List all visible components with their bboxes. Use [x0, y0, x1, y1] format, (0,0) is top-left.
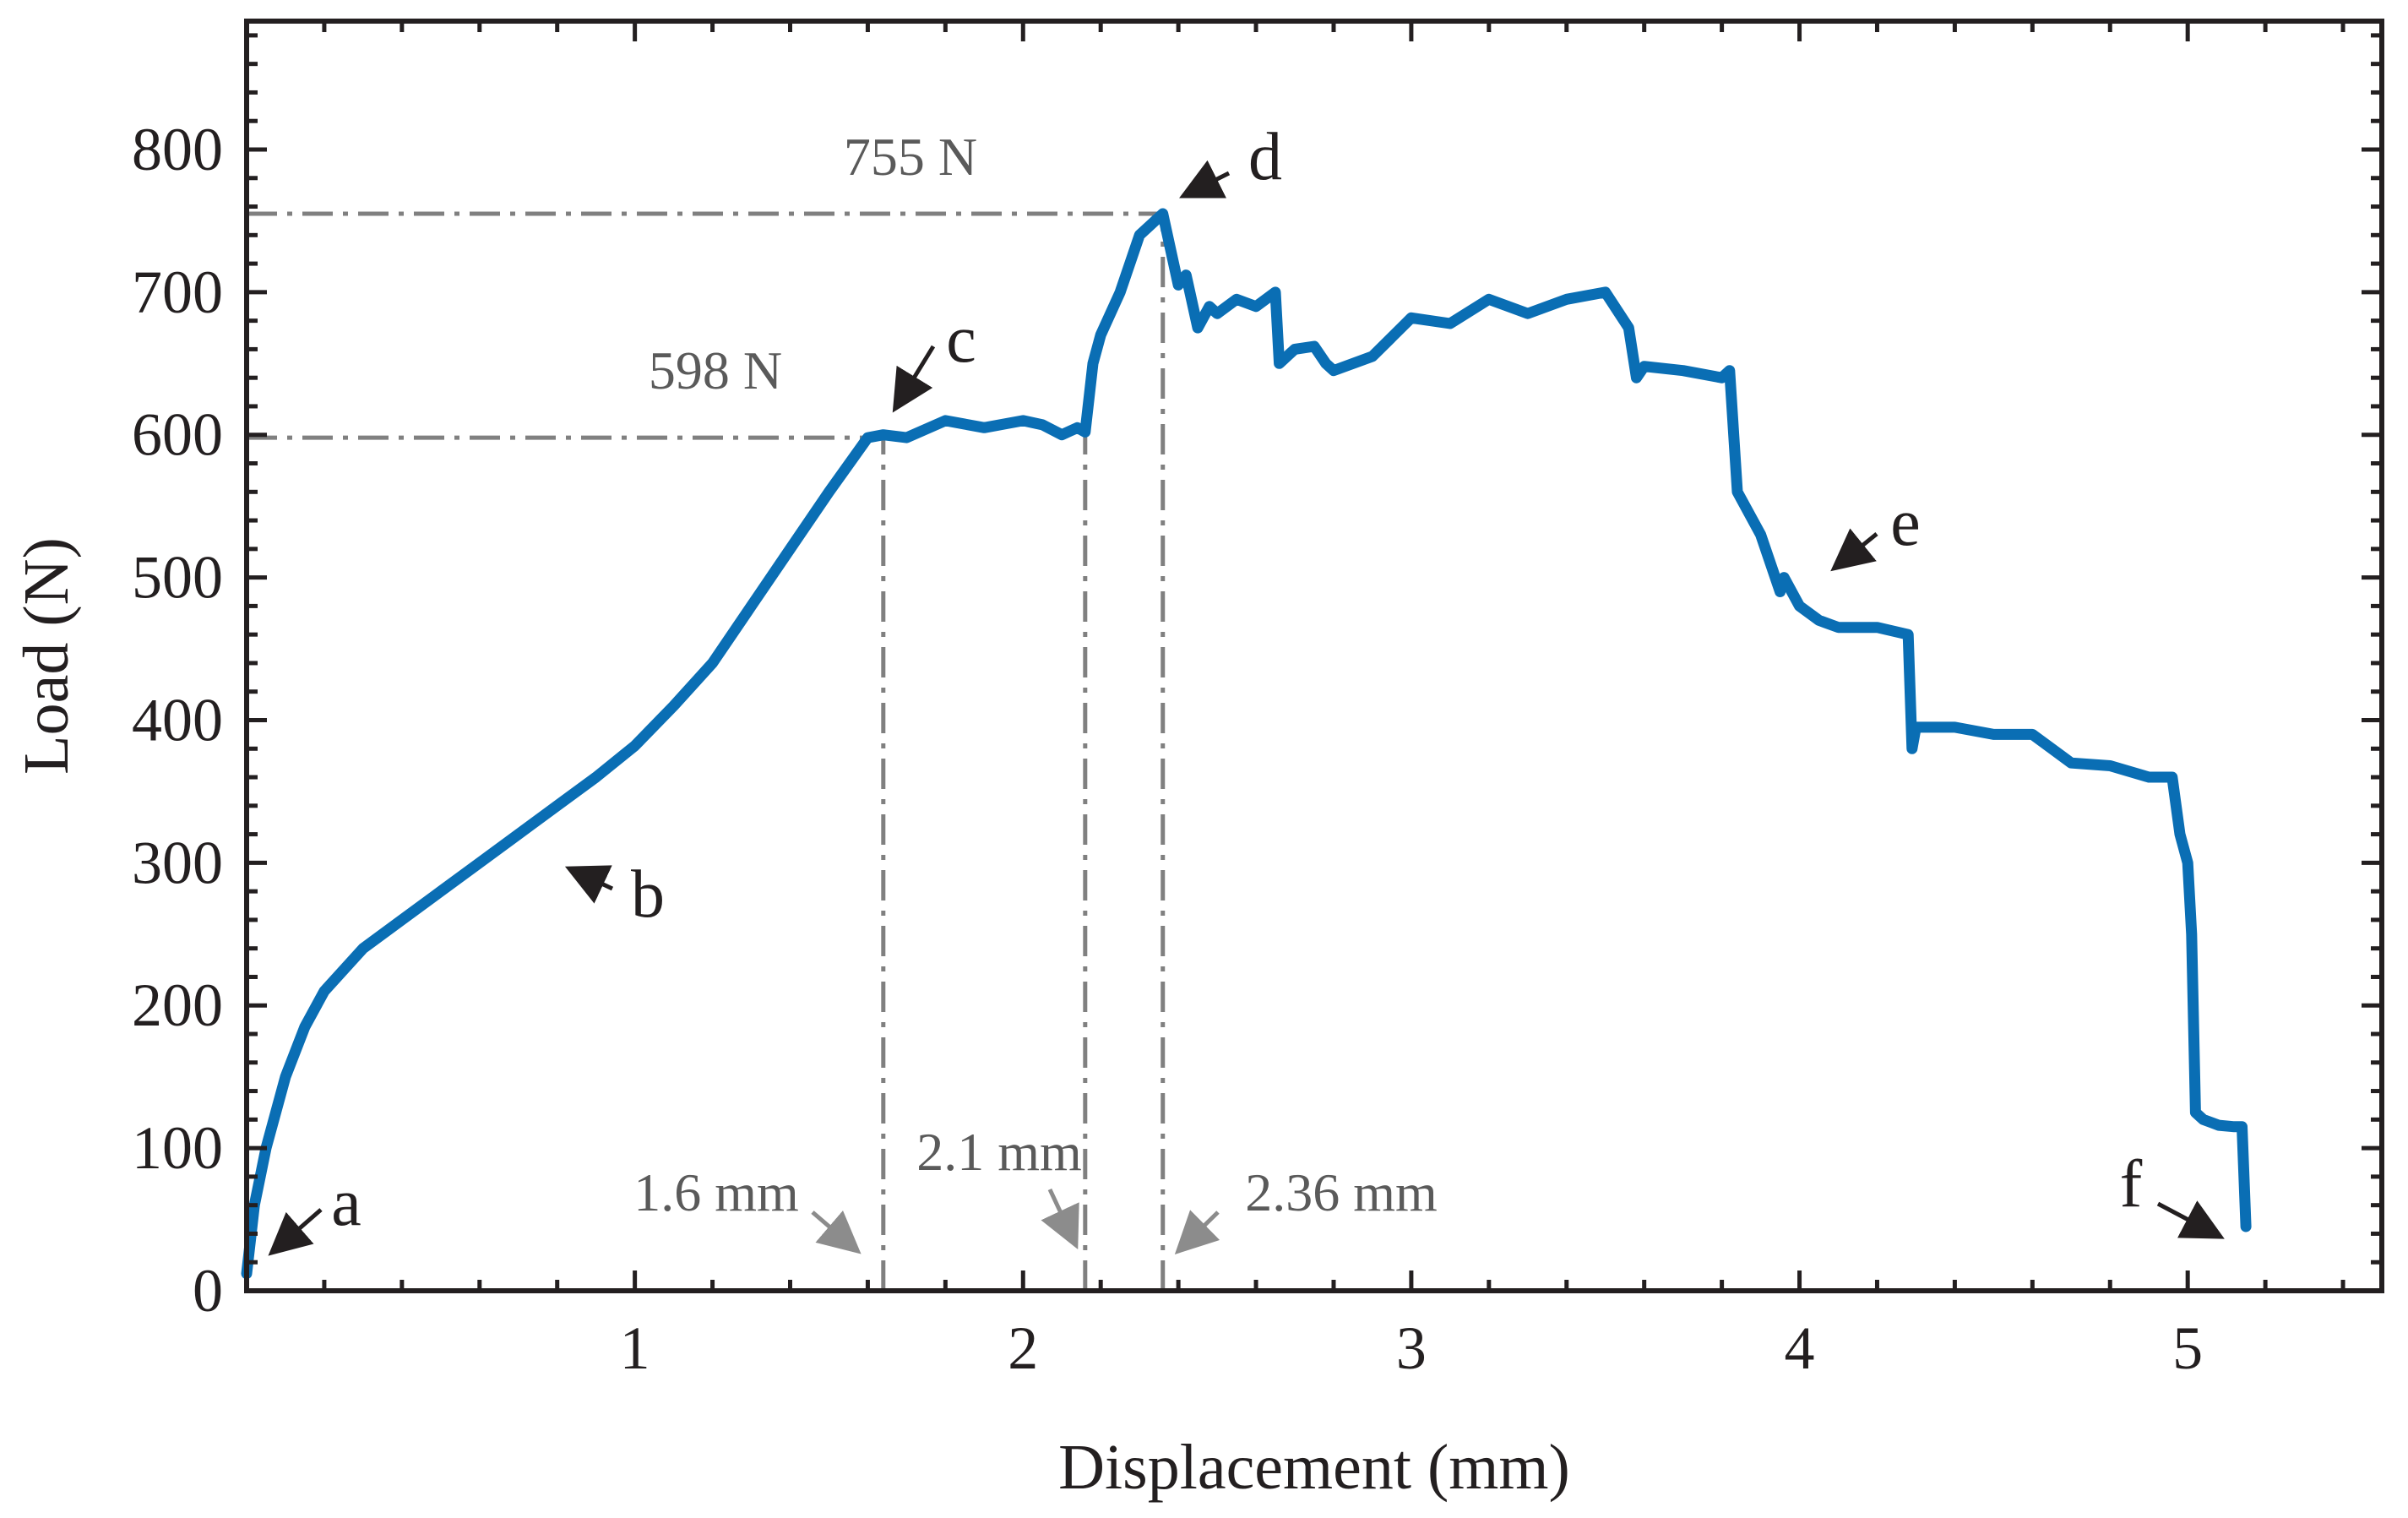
y-tick-label: 700 [132, 258, 223, 326]
annotation-2-36mm: 2.36 mm [1245, 1162, 1438, 1222]
arrow-e [1830, 528, 1878, 572]
y-tick-label: 800 [132, 116, 223, 183]
arrow-a [268, 1208, 323, 1256]
arrow-c [892, 345, 936, 413]
point-label-b: b [631, 857, 665, 932]
x-tick-label: 2 [1008, 1314, 1038, 1382]
annotation-2-1mm: 2.1 mm [916, 1122, 1082, 1182]
annotation-arrows [268, 160, 2225, 1256]
arrow-2-1mm [1041, 1188, 1079, 1250]
y-axis-title: Load (N) [11, 537, 82, 775]
axis-tick-labels: 1 2 3 4 5 0 100 200 300 400 500 600 700 800 [132, 116, 2203, 1382]
point-label-f: f [2120, 1147, 2143, 1221]
arrow-d [1179, 160, 1231, 199]
data-series-line [241, 208, 2252, 1280]
annotation-598n: 598 N [649, 340, 782, 400]
x-tick-label: 1 [620, 1314, 650, 1382]
x-tick-label: 3 [1396, 1314, 1427, 1382]
y-tick-label: 300 [132, 829, 223, 896]
arrow-f [2156, 1200, 2225, 1239]
y-tick-label: 200 [132, 971, 223, 1039]
data-series-group [241, 208, 2252, 1280]
arrow-2-36mm [1174, 1210, 1220, 1254]
y-tick-label: 0 [193, 1257, 223, 1325]
y-tick-label: 400 [132, 686, 223, 754]
x-axis-title: Displacement (mm) [1058, 1432, 1570, 1503]
arrow-b [564, 865, 614, 904]
arrow-1-6mm [811, 1210, 862, 1254]
plot-frame [244, 19, 2384, 1293]
axis-ticks [247, 21, 2382, 1291]
point-label-d: d [1248, 120, 1282, 194]
annotation-755n: 755 N [844, 127, 977, 187]
point-label-e: e [1890, 486, 1921, 560]
annotation-1-6mm: 1.6 mm [633, 1162, 799, 1222]
point-label-c: c [946, 302, 976, 377]
x-tick-label: 5 [2172, 1314, 2203, 1382]
y-tick-label: 500 [132, 544, 223, 612]
reference-lines [247, 211, 1166, 1291]
x-tick-label: 4 [1785, 1314, 1815, 1382]
y-tick-label: 100 [132, 1114, 223, 1182]
y-tick-label: 600 [132, 401, 223, 469]
point-label-a: a [331, 1166, 361, 1240]
